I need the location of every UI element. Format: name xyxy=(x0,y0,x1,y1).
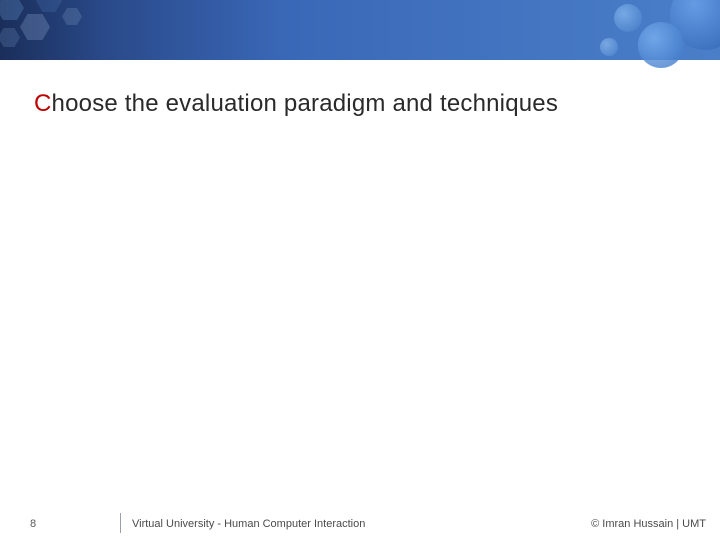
title-first-letter: C xyxy=(34,90,52,117)
course-label: Virtual University - Human Computer Inte… xyxy=(132,518,365,530)
circle-icon xyxy=(600,38,618,56)
hexagon-icon xyxy=(20,14,50,40)
copyright-label: © Imran Hussain | UMT xyxy=(591,518,706,530)
hexagon-icon xyxy=(36,0,62,12)
header-band xyxy=(0,0,720,60)
slide: Choose the evaluation paradigm and techn… xyxy=(0,0,720,540)
footer-divider xyxy=(120,513,121,533)
page-number: 8 xyxy=(30,518,36,530)
title-rest: hoose the evaluation paradigm and techni… xyxy=(52,90,559,117)
hex-decor xyxy=(0,0,130,66)
hexagon-icon xyxy=(0,0,24,20)
circle-icon xyxy=(638,22,684,68)
hexagon-icon xyxy=(62,8,82,25)
circle-icon xyxy=(670,0,720,50)
hexagon-icon xyxy=(0,28,20,47)
circle-decor xyxy=(570,0,720,90)
slide-title: Choose the evaluation paradigm and techn… xyxy=(34,90,558,118)
footer: 8 Virtual University - Human Computer In… xyxy=(0,506,720,540)
circle-icon xyxy=(614,4,642,32)
